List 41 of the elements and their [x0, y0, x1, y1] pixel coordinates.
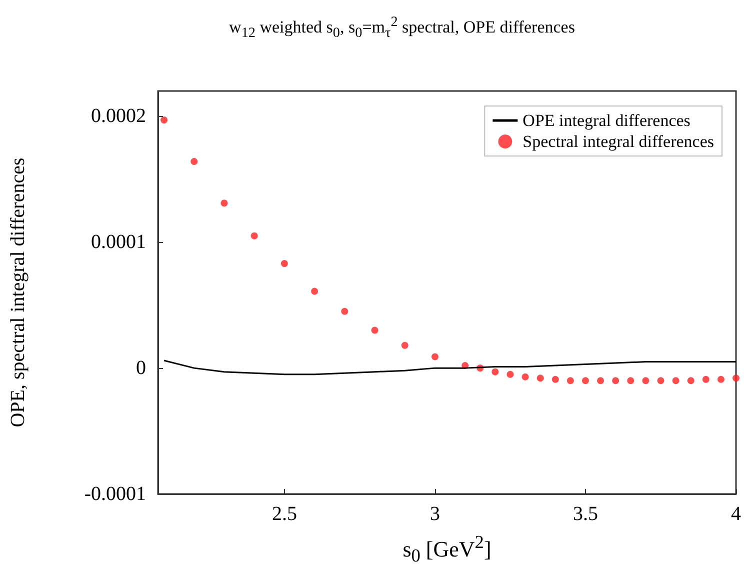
point [431, 353, 438, 360]
legend-label: Spectral integral differences [522, 132, 714, 151]
point [566, 377, 574, 384]
x-axis-title: s$_{0}$ [GeV$^{2}$] [402, 532, 492, 567]
point [220, 200, 228, 207]
point [401, 342, 408, 349]
point [627, 377, 634, 384]
point [597, 377, 604, 384]
line-series [163, 360, 737, 376]
point [190, 158, 198, 166]
y-axis-title: OPE, spectral integral differences [7, 158, 29, 428]
point [160, 116, 168, 124]
chart-title: w$_{12}$ weighted s$_{0}$, s$_{0}$=m$_{τ}$$^{2}$ spectral, OPE differences [229, 14, 575, 42]
x-tick-label: 3.5 [572, 503, 598, 525]
y-tick-label: -0.0001 [84, 483, 146, 505]
point [732, 374, 740, 382]
x-tick-label: 2.5 [272, 503, 297, 525]
point [657, 377, 664, 384]
point [642, 377, 650, 384]
point [280, 260, 288, 268]
y-tick-label: 0 [136, 357, 146, 380]
y-tick-label: 0.0002 [91, 105, 146, 128]
point [687, 377, 694, 384]
y-tick-label: 0.0001 [91, 231, 146, 254]
point [492, 368, 499, 376]
x-tick-label: 4 [731, 503, 741, 525]
point [250, 232, 258, 240]
point [672, 377, 680, 384]
point [552, 376, 559, 383]
point [612, 377, 620, 384]
point [311, 288, 318, 295]
point [522, 373, 529, 380]
point [341, 308, 348, 315]
point [506, 370, 514, 378]
x-tick-label: 3 [430, 503, 440, 525]
point [371, 326, 378, 334]
point [717, 376, 724, 383]
legend-label: OPE integral differences [522, 111, 690, 130]
point [702, 376, 710, 383]
point [582, 377, 589, 384]
point [536, 374, 544, 382]
